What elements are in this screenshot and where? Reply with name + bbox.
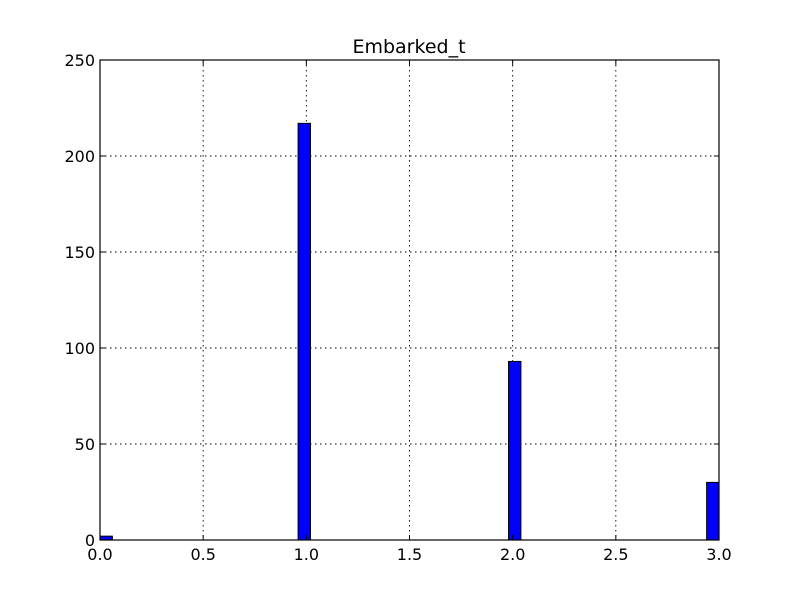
x-tick-label: 1.0	[294, 545, 319, 564]
y-tick-labels: 0 50 100 150 200 250	[64, 51, 95, 550]
x-tick-label: 2.5	[603, 545, 628, 564]
x-tick-label: 3.0	[706, 545, 731, 564]
axis-ticks	[99, 59, 720, 541]
y-tick-label: 50	[75, 435, 95, 454]
grid-lines	[100, 60, 719, 540]
x-tick-label: 0.0	[87, 545, 112, 564]
histogram-bar	[297, 122, 311, 541]
y-tick-label: 200	[64, 147, 95, 166]
y-tick-label: 100	[64, 339, 95, 358]
chart-title: Embarked_t	[352, 36, 465, 58]
histogram-bar	[508, 360, 522, 541]
histogram-bar	[706, 481, 720, 541]
x-tick-label: 0.5	[190, 545, 215, 564]
x-tick-label: 2.0	[500, 545, 525, 564]
y-tick-label: 0	[85, 531, 95, 550]
y-tick-label: 250	[64, 51, 95, 70]
x-tick-label: 1.5	[397, 545, 422, 564]
x-tick-labels: 0.0 0.5 1.0 1.5 2.0 2.5 3.0	[87, 545, 731, 564]
y-tick-label: 150	[64, 243, 95, 262]
